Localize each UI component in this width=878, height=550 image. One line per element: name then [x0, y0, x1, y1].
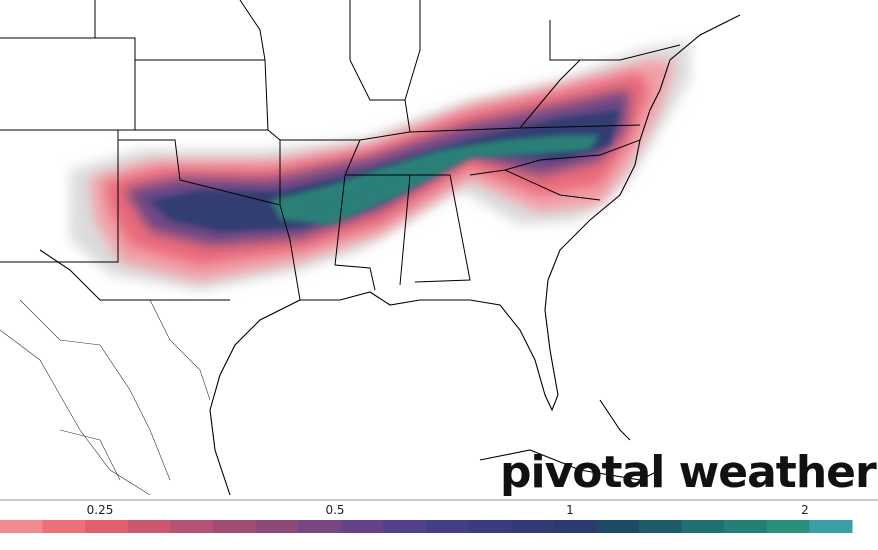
- colorbar-swatch: [213, 520, 257, 533]
- colorbar-swatch: [42, 520, 86, 533]
- brand-logo: pivotal weather: [500, 447, 877, 498]
- colorbar-swatch: [809, 520, 853, 533]
- colorbar-swatch: [468, 520, 512, 533]
- colorbar-label: 2: [801, 503, 809, 517]
- colorbar-swatch: [639, 520, 683, 533]
- colorbar-swatch: [170, 520, 214, 533]
- colorbar-swatch: [681, 520, 725, 533]
- colorbar-swatch: [127, 520, 171, 533]
- colorbar-swatch: [85, 520, 129, 533]
- colorbar-swatch: [0, 520, 44, 533]
- colorbar-swatch: [383, 520, 427, 533]
- coastline: [0, 14, 741, 496]
- colorbar-swatch: [340, 520, 384, 533]
- colorbar-swatch: [426, 520, 470, 533]
- colorbar-swatch: [553, 520, 597, 533]
- colorbar-swatch: [298, 520, 342, 533]
- colorbar-label: 0.5: [325, 503, 344, 517]
- colorbar-swatch: [596, 520, 640, 533]
- colorbar-label: 0.25: [87, 503, 114, 517]
- colorbar-label: 1: [566, 503, 574, 517]
- colorbar-swatch: [511, 520, 555, 533]
- state-borders: [0, 0, 681, 301]
- colorbar-swatch: [724, 520, 768, 533]
- colorbar: 0.25 0.5 1 2: [0, 503, 853, 533]
- colorbar-swatch: [255, 520, 299, 533]
- colorbar-swatch: [766, 520, 810, 533]
